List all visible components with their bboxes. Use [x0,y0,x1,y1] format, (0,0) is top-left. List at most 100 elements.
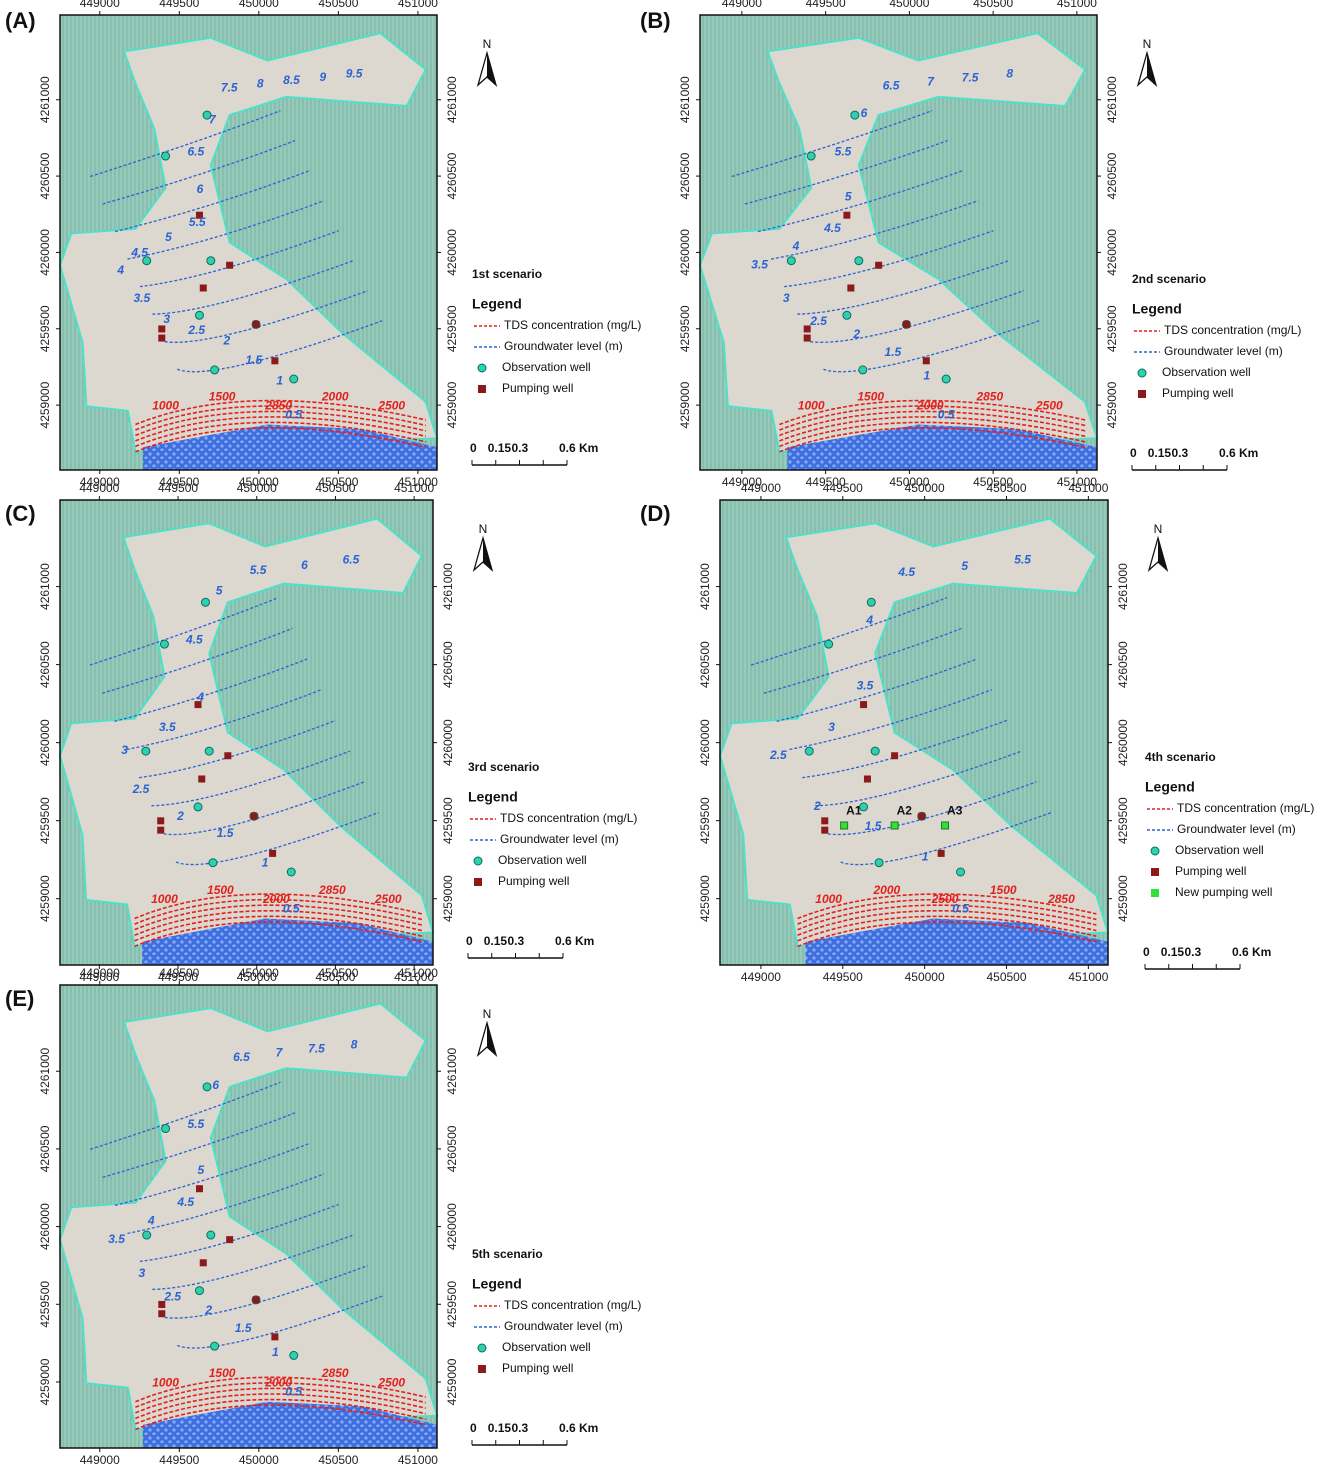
tds-label: 2500 [931,892,959,906]
map-panel: 9.598.587.576.565.554.543.532.521.510.51… [5,0,641,489]
x-tick-label: 449000 [80,1453,120,1467]
x-tick-label: 449000 [722,0,762,10]
legend-label: Groundwater level (m) [504,1319,623,1333]
legend-label: Groundwater level (m) [500,832,619,846]
tds-label: 2500 [1035,398,1063,412]
groundwater-label: 5 [216,584,223,598]
groundwater-label: 2.5 [163,1290,181,1304]
observation-well [290,375,298,383]
legend-title: Legend [1145,779,1195,795]
observation-well [787,257,795,265]
groundwater-label: 8 [351,1037,358,1051]
map-panel: 87.576.565.554.543.532.521.510.510001500… [640,0,1301,489]
observation-well [142,747,150,755]
y-tick-label: 4261000 [678,76,692,123]
groundwater-label: 3.5 [108,1232,125,1246]
x-tick-label: 449000 [79,481,119,495]
y-tick-label: 4260500 [1116,641,1130,688]
pumping-well [200,285,207,292]
x-tick-label: 451000 [398,966,438,980]
y-tick-label: 4259000 [38,875,52,922]
x-tick-label: 450000 [239,0,279,10]
groundwater-label: 5 [845,190,852,204]
groundwater-label: 9 [319,70,326,84]
map-panel: 87.576.565.554.543.532.521.510.510001500… [5,966,641,1467]
scale-label: 0.3 [512,441,529,455]
panel-label: (E) [5,986,34,1011]
scale-label: 0.15 [1148,446,1172,460]
groundwater-label: 5.5 [187,1117,204,1131]
scale-label: 0.3 [1185,945,1202,959]
groundwater-label: 3 [163,312,170,326]
groundwater-label: 2.5 [809,314,827,328]
y-tick-label: 4261000 [38,76,52,123]
tds-label: 2850 [318,883,346,897]
x-tick-label: 451000 [1068,970,1108,984]
groundwater-label: 3 [783,291,790,305]
groundwater-label: 9.5 [346,66,363,80]
tds-label: 2000 [264,1375,292,1389]
well-label: A3 [947,804,963,818]
tds-label: 2000 [916,398,944,412]
legend-title: Legend [1132,301,1182,317]
groundwater-label: 2.5 [132,782,150,796]
y-tick-label: 4260000 [38,1203,52,1250]
y-tick-label: 4259000 [441,875,455,922]
observation-well [867,598,875,606]
pumping-well [224,752,231,759]
y-tick-label: 4261000 [445,76,459,123]
groundwater-label: 1 [262,856,269,870]
groundwater-label: 1 [276,374,283,388]
observation-well [859,366,867,374]
observation-well [203,1083,211,1091]
pumping-well [157,817,164,824]
groundwater-label: 5.5 [189,215,206,229]
groundwater-label: 6.5 [187,145,204,159]
observation-well [195,311,203,319]
groundwater-label: 7.5 [221,81,238,95]
groundwater-label: 4 [196,690,204,704]
groundwater-label: 1.5 [865,819,882,833]
x-tick-label: 449500 [158,481,198,495]
observation-well [807,152,815,160]
scale-label: 0.3 [508,934,525,948]
groundwater-label: 7.5 [308,1042,325,1056]
groundwater-label: 2.5 [187,323,205,337]
y-tick-label: 4260500 [1105,152,1119,199]
observation-well [207,1231,215,1239]
observation-well [290,1351,298,1359]
y-tick-label: 4260500 [441,641,455,688]
y-tick-label: 4260000 [678,229,692,276]
groundwater-label: 1.5 [246,353,263,367]
scenario-title: 3rd scenario [468,760,539,774]
legend-label: Groundwater level (m) [504,339,623,353]
groundwater-label: 4 [116,263,124,277]
y-tick-label: 4259500 [441,797,455,844]
panel-label: (A) [5,8,36,33]
pumping-well [847,285,854,292]
scale-label: 0.3 [1172,446,1189,460]
x-tick-label: 450500 [986,481,1026,495]
y-tick-label: 4259000 [38,381,52,428]
observation-well [871,747,879,755]
y-tick-label: 4259000 [698,875,712,922]
scale-label: 0 [466,934,473,948]
legend-label: Pumping well [502,1361,573,1375]
legend-label: Pumping well [1162,386,1233,400]
legend-label: TDS concentration (mg/L) [1177,801,1314,815]
groundwater-label: 3.5 [751,257,768,271]
pumping-well [875,262,882,269]
legend-symbol [478,1344,486,1352]
groundwater-label: 6.5 [343,553,360,567]
tds-label: 1500 [209,1366,236,1380]
groundwater-label: 6 [197,182,204,196]
scale-label: 0 [1143,945,1150,959]
observation-well [875,859,883,867]
legend-symbol [478,1365,486,1373]
x-tick-label: 450000 [905,970,945,984]
scale-label: 0.6 Km [559,1421,598,1435]
legend-title: Legend [472,1276,522,1292]
y-tick-label: 4261000 [38,563,52,610]
pumping-well [226,1236,233,1243]
observation-well [851,111,859,119]
